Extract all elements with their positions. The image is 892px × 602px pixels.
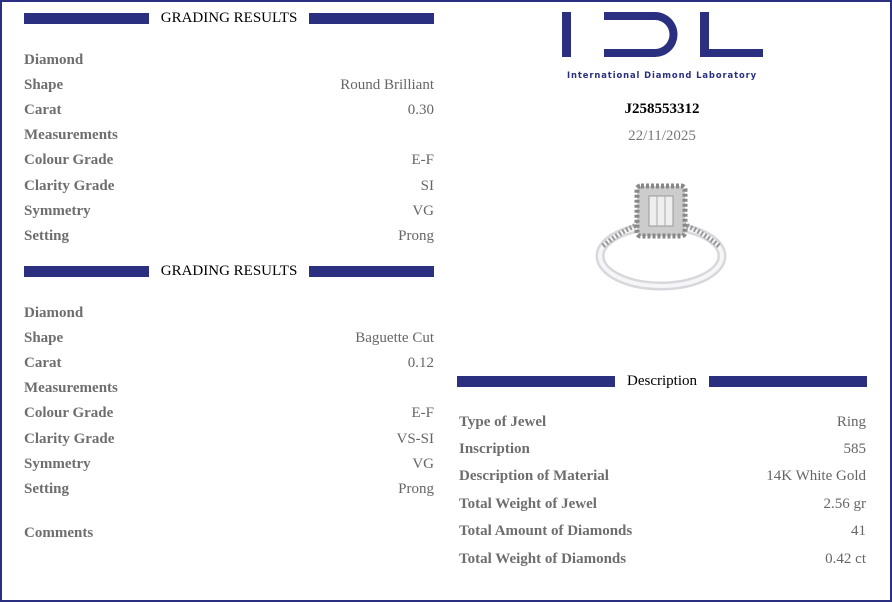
row-value: Prong [398, 480, 434, 497]
header-bar [709, 375, 868, 387]
row-label: Total Weight of Diamonds [459, 550, 627, 567]
row-label: Shape [24, 76, 64, 93]
row-label: Carat [24, 101, 62, 118]
header-bar [24, 265, 149, 277]
grading-row: Symmetry VG [24, 454, 434, 474]
row-label: Setting [24, 480, 69, 497]
description-row: Total Weight of Diamonds 0.42 ct [459, 549, 866, 569]
grading-row: Shape Baguette Cut [24, 328, 434, 348]
row-value: Baguette Cut [355, 329, 434, 346]
row-label: Colour Grade [24, 152, 114, 169]
row-value: Round Brilliant [340, 76, 434, 93]
row-label: Inscription [459, 440, 530, 457]
row-label: Carat [24, 354, 62, 371]
row-value: 0.30 [407, 101, 434, 118]
row-value: 2.56 gr [823, 495, 867, 512]
row-label: Symmetry [24, 455, 91, 472]
row-value: 585 [843, 440, 867, 457]
grading-row: Setting Prong [24, 226, 434, 246]
comments-row: Comments [24, 523, 434, 543]
row-label: Measurements [24, 380, 118, 397]
header-bar [309, 12, 435, 24]
description-title: Description [627, 372, 697, 389]
row-label: Diamond [24, 51, 84, 68]
idl-logo: International Diamond Laboratory [560, 12, 764, 87]
row-label: Symmetry [24, 202, 91, 219]
logo-text: International Diamond Laboratory [567, 70, 757, 80]
row-value: VS-SI [396, 430, 434, 447]
row-label: Diamond [24, 304, 84, 321]
row-label: Total Amount of Diamonds [459, 523, 633, 540]
description-header: Description [457, 371, 868, 391]
grading-row: Colour Grade E-F [24, 404, 434, 424]
header-bar [24, 12, 149, 24]
grading-row: Diamond [24, 303, 434, 323]
grading-row: Measurements [24, 126, 434, 146]
report-number: J258553312 [624, 101, 700, 117]
row-label: Description of Material [459, 468, 609, 485]
row-label: Total Weight of Jewel [459, 495, 597, 512]
grading-header: GRADING RESULTS [24, 261, 435, 281]
header-bar [457, 375, 616, 387]
row-label: Clarity Grade [24, 177, 115, 194]
row-value: 0.12 [407, 354, 434, 371]
description-row: Inscription 585 [459, 439, 866, 459]
description-row: Total Weight of Jewel 2.56 gr [459, 494, 866, 514]
description-row: Total Amount of Diamonds 41 [459, 522, 866, 542]
row-label: Colour Grade [24, 405, 114, 422]
description-row: Type of Jewel Ring [459, 412, 866, 432]
grading-row: Carat 0.12 [24, 353, 434, 373]
row-value: Ring [836, 413, 866, 430]
grading-row: Shape Round Brilliant [24, 75, 434, 95]
ring-image [595, 178, 727, 293]
row-value: VG [412, 202, 434, 219]
grading-row: Colour Grade E-F [24, 151, 434, 171]
row-value: E-F [411, 152, 435, 169]
grading-row: Clarity Grade SI [24, 176, 434, 196]
row-value: VG [412, 455, 434, 472]
row-value: 14K White Gold [766, 468, 866, 485]
row-value: Prong [398, 227, 434, 244]
comments-label: Comments [24, 524, 94, 541]
description-row: Description of Material 14K White Gold [459, 467, 866, 487]
grading-row: Diamond [24, 50, 434, 70]
grading-row: Measurements [24, 379, 434, 399]
row-value: SI [420, 177, 434, 194]
report-date: 22/11/2025 [628, 128, 696, 144]
row-label: Shape [24, 329, 64, 346]
grading-header: GRADING RESULTS [24, 8, 435, 28]
row-value: E-F [411, 405, 435, 422]
grading-row: Symmetry VG [24, 201, 434, 221]
section-title: GRADING RESULTS [160, 262, 298, 279]
section-title: GRADING RESULTS [160, 9, 298, 26]
row-value: 41 [851, 523, 866, 540]
row-value: 0.42 ct [825, 550, 866, 567]
row-label: Clarity Grade [24, 430, 115, 447]
header-bar [309, 265, 435, 277]
row-label: Setting [24, 227, 69, 244]
grading-row: Clarity Grade VS-SI [24, 429, 434, 449]
grading-row: Carat 0.30 [24, 100, 434, 120]
grading-row: Setting Prong [24, 479, 434, 499]
row-label: Type of Jewel [459, 413, 547, 430]
row-label: Measurements [24, 127, 118, 144]
